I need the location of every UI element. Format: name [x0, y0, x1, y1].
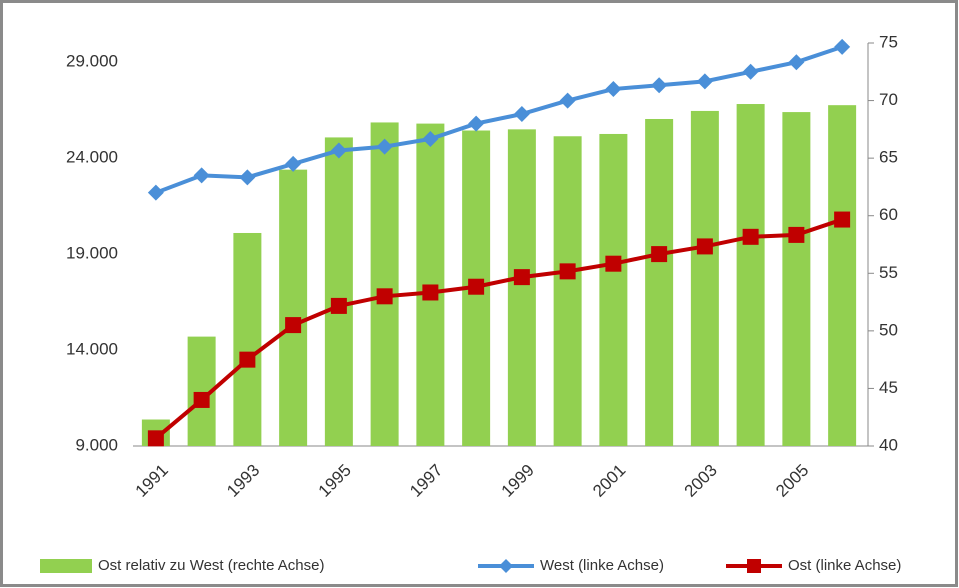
y-tick-label: 9.000 — [75, 435, 118, 454]
y2-tick-label: 60 — [879, 205, 898, 224]
bar — [782, 112, 811, 446]
bar — [645, 118, 674, 446]
y-tick-label: 19.000 — [66, 244, 118, 263]
y2-tick-label: 55 — [879, 263, 898, 282]
marker — [834, 38, 851, 55]
marker — [834, 211, 851, 228]
y-tick-label: 29.000 — [66, 52, 118, 71]
bar — [828, 105, 857, 447]
y2-tick-label: 70 — [879, 90, 898, 109]
marker — [285, 317, 302, 334]
marker — [330, 297, 347, 314]
marker — [193, 391, 210, 408]
marker — [788, 226, 805, 243]
y-tick-label: 14.000 — [66, 340, 118, 359]
marker — [513, 106, 530, 123]
marker — [147, 430, 164, 447]
marker — [193, 167, 210, 184]
legend-marker — [499, 559, 513, 573]
bar — [599, 133, 628, 446]
line — [154, 217, 843, 440]
marker — [239, 351, 256, 368]
marker — [330, 142, 347, 159]
marker — [285, 155, 302, 172]
marker — [651, 246, 668, 263]
legend-label: West (linke Achse) — [540, 557, 664, 574]
y2-tick-label: 65 — [879, 148, 898, 167]
bar — [233, 232, 262, 446]
legend-swatch — [40, 559, 92, 573]
marker — [422, 130, 439, 147]
bar — [507, 129, 536, 446]
marker — [513, 269, 530, 286]
y-tick-label: 24.000 — [66, 148, 118, 167]
bar — [324, 137, 353, 446]
y2-tick-label: 50 — [879, 320, 898, 339]
marker — [468, 278, 485, 295]
marker — [559, 92, 576, 109]
marker — [742, 63, 759, 80]
marker — [696, 238, 713, 255]
bar — [690, 110, 719, 446]
marker — [559, 263, 576, 280]
marker — [742, 228, 759, 245]
bar — [553, 136, 582, 446]
marker — [651, 77, 668, 94]
marker — [147, 184, 164, 201]
marker — [605, 255, 622, 272]
y2-tick-label: 45 — [879, 378, 898, 397]
marker — [696, 73, 713, 90]
marker — [788, 54, 805, 71]
marker — [239, 169, 256, 186]
y2-tick-label: 75 — [879, 32, 898, 51]
line — [155, 44, 843, 195]
bar — [279, 169, 308, 446]
marker — [422, 284, 439, 301]
bar — [370, 122, 399, 446]
y2-tick-label: 40 — [879, 435, 898, 454]
marker — [376, 138, 393, 155]
marker — [468, 115, 485, 132]
legend-label: Ost (linke Achse) — [788, 557, 901, 574]
marker — [605, 81, 622, 98]
marker — [376, 288, 393, 305]
legend-label: Ost relativ zu West (rechte Achse) — [98, 557, 324, 574]
bar — [736, 104, 765, 447]
legend-marker — [747, 559, 761, 573]
